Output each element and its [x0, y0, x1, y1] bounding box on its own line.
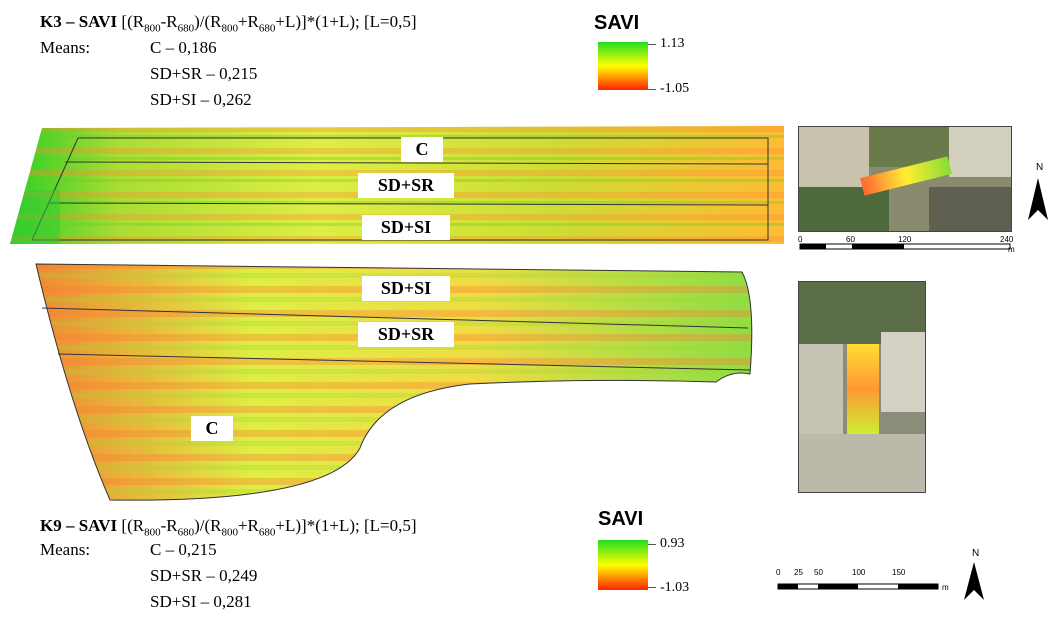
top-legend-tick [648, 44, 656, 45]
bottom-means-sdsr: SD+SR – 0,249 [150, 566, 258, 585]
scalebar-frame [799, 243, 1011, 250]
bottom-formula-part: +L)]*(1+L); [L=0,5] [275, 516, 417, 535]
top-label-sdsr: SD+SR [358, 173, 454, 198]
bottom-formula-sub: 800 [221, 526, 238, 539]
top-label-sdsi: SD+SI [362, 215, 450, 240]
bottom-means-c: C – 0,215 [150, 540, 217, 559]
scalebar-segment [778, 584, 798, 589]
top-formula-part: )/(R [194, 12, 222, 31]
bottom-field-map [35, 263, 753, 501]
bottom-plot-divider [57, 353, 751, 371]
bottom-formula-code: K9 – SAVI [40, 516, 118, 535]
bottom-label-sdsi: SD+SI [362, 276, 450, 301]
top-formula: K3 – SAVI [(R800-R680)/(R800+R680+L)]*(1… [40, 12, 417, 34]
scalebar-segment [818, 584, 858, 589]
bottom-legend-tick [648, 544, 656, 545]
bottom-legend-min: -1.03 [660, 580, 690, 595]
top-means: Means: C – 0,186 SD+SR – 0,215 SD+SI – 0… [40, 38, 340, 118]
inset-field-patch [929, 187, 1011, 231]
bottom-scalebar [777, 583, 939, 590]
bottom-formula-sub: 680 [258, 526, 276, 539]
top-formula-sub: 800 [221, 22, 238, 35]
top-scalebar-tick-240: 240 [1000, 235, 1014, 244]
scalebar-segment [852, 244, 904, 249]
bottom-scalebar-tick-150: 150 [892, 568, 906, 577]
top-legend-tick [648, 89, 656, 90]
top-means-sdsi: SD+SI – 0,262 [150, 90, 252, 109]
top-scalebar-tick-60: 60 [846, 235, 855, 244]
top-formula-part: [(R [117, 12, 145, 31]
bottom-means-label: Means: [40, 540, 91, 559]
bottom-north-label: N [972, 548, 980, 559]
inset-field-patch [799, 187, 889, 231]
bottom-formula-part: )/(R [194, 516, 222, 535]
inset-field-patch [881, 332, 925, 412]
bottom-scalebar-unit: m [942, 583, 949, 592]
top-formula-sub: 680 [258, 22, 276, 35]
top-scalebar-tick-0: 0 [798, 235, 803, 244]
bottom-legend-tick [648, 587, 656, 588]
bottom-label-sdsr: SD+SR [358, 322, 454, 347]
inset-highlight-field [847, 344, 879, 434]
top-inset-satellite [798, 126, 1012, 232]
top-scalebar [799, 243, 1011, 250]
top-formula-part: +L)]*(1+L); [L=0,5] [275, 12, 417, 31]
bottom-formula: K9 – SAVI [(R800-R680)/(R800+R680+L)]*(1… [40, 516, 417, 538]
bottom-means: Means: C – 0,215 SD+SR – 0,249 SD+SI – 0… [40, 540, 340, 620]
bottom-formula-part: +R [237, 516, 259, 535]
inset-field-patch [799, 127, 869, 187]
scalebar-segment [800, 244, 826, 249]
top-scalebar-tick-120: 120 [898, 235, 912, 244]
bottom-label-c: C [191, 416, 233, 441]
inset-field-patch [799, 434, 925, 492]
bottom-formula-sub: 680 [177, 526, 195, 539]
top-means-label: Means: [40, 38, 91, 57]
bottom-north-arrow-icon [964, 562, 984, 600]
bottom-inset-satellite [798, 281, 926, 493]
top-means-c: C – 0,186 [150, 38, 217, 57]
top-north-arrow-icon [1028, 178, 1048, 220]
bottom-formula-sub: 800 [144, 526, 161, 539]
top-formula-part: +R [237, 12, 259, 31]
top-label-c: C [401, 137, 443, 162]
bottom-scalebar-tick-0: 0 [776, 568, 781, 577]
top-field-green-patch [10, 190, 60, 244]
top-formula-sub: 680 [177, 22, 195, 35]
top-plot-divider [64, 161, 769, 165]
bottom-scalebar-tick-25: 25 [794, 568, 803, 577]
bottom-scalebar-tick-100: 100 [852, 568, 866, 577]
bottom-legend-ramp [598, 540, 648, 590]
bottom-scalebar-tick-50: 50 [814, 568, 823, 577]
top-means-sdsr: SD+SR – 0,215 [150, 64, 258, 83]
top-legend-min: -1.05 [660, 81, 690, 96]
bottom-means-sdsi: SD+SI – 0,281 [150, 592, 252, 611]
top-formula-part: -R [160, 12, 178, 31]
top-legend-ramp [598, 42, 648, 90]
bottom-legend-title: SAVI [598, 508, 644, 530]
top-formula-sub: 800 [144, 22, 161, 35]
bottom-formula-part: [(R [117, 516, 145, 535]
top-legend-max: 1.13 [660, 36, 685, 51]
bottom-plot-divider [41, 307, 749, 329]
top-plot-divider [49, 202, 769, 206]
inset-field-patch [949, 127, 1011, 177]
bottom-formula-part: -R [160, 516, 178, 535]
top-formula-code: K3 – SAVI [40, 12, 118, 31]
top-scalebar-unit: m [1008, 245, 1015, 254]
scalebar-segment [898, 584, 938, 589]
inset-field-patch [799, 344, 843, 434]
bottom-legend-max: 0.93 [660, 536, 685, 551]
top-legend-title: SAVI [594, 12, 640, 34]
top-north-label: N [1036, 162, 1044, 173]
